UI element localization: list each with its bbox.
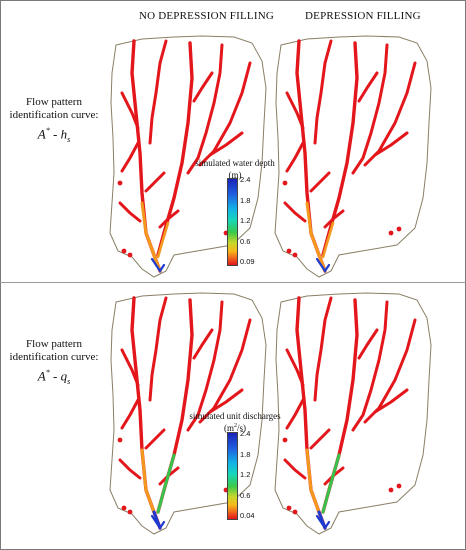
legend2-title: simulated unit discharges (m2/s) <box>180 411 290 433</box>
tributary-channel <box>118 201 142 223</box>
tributary-channel <box>192 71 214 103</box>
lower-reach-mid <box>140 448 156 514</box>
map-bottom-left <box>109 292 267 535</box>
ponding-cell <box>117 437 123 443</box>
row-divider <box>0 282 466 283</box>
legend1-unit: (m) <box>228 170 242 180</box>
tributary-channel <box>357 71 379 103</box>
legend1-tick-5: 0.09 <box>240 257 255 266</box>
tributary-channel <box>309 428 331 450</box>
lower-reach-mid <box>140 201 162 273</box>
legend1-tick-1: 2.4 <box>240 175 251 184</box>
row1-label-line2: identification curve: <box>9 109 99 121</box>
catchment-outline <box>274 35 432 278</box>
ponding-cell <box>282 437 288 443</box>
tributary-channel <box>148 39 168 145</box>
row1-label-line1: Flow pattern <box>26 96 82 108</box>
tributary-channel <box>351 43 389 175</box>
tributary-channel <box>148 296 168 402</box>
tributary-channel <box>144 171 166 193</box>
row1-formula: A* - hs <box>37 126 71 144</box>
tributary-channel <box>351 300 389 432</box>
tributary-channel <box>313 39 333 145</box>
map-top-right <box>274 35 432 278</box>
legend2-title-text: simulated unit discharges <box>189 411 281 421</box>
outlet-channel <box>315 257 331 273</box>
lower-reach-high <box>321 453 341 514</box>
ponding-cell <box>388 487 394 493</box>
ponding-cell <box>388 230 394 236</box>
outlet-channel <box>150 514 166 530</box>
lower-reach-mid <box>156 221 170 259</box>
row2-label-line2: identification curve: <box>9 351 99 363</box>
tributary-channel <box>192 328 214 360</box>
outlet-channel <box>150 257 166 273</box>
legend2-tick-3: 1.2 <box>240 470 251 479</box>
ponding-cell <box>127 252 133 258</box>
catchment-outline <box>109 35 267 278</box>
row1-label: Flow pattern identification curve: A* - … <box>6 96 102 146</box>
tributary-channel <box>373 388 409 414</box>
tributary-channel <box>144 428 166 450</box>
legend1-tick-2: 1.8 <box>240 196 251 205</box>
outlet-channel <box>315 514 331 530</box>
legend2-colorbar <box>227 432 238 520</box>
header-no-depression: NO DEPRESSION FILLING <box>139 10 274 22</box>
legend2-unit: (m2/s) <box>224 423 246 433</box>
catchment-outline <box>109 292 267 535</box>
tributary-channel <box>208 388 244 414</box>
lower-reach-mid <box>305 201 327 273</box>
ponding-cell <box>121 248 127 254</box>
lower-reach-mid <box>305 448 321 514</box>
tributary-channel <box>186 300 224 432</box>
legend2-tick-1: 2.4 <box>240 429 251 438</box>
ponding-cell <box>396 226 402 232</box>
tributary-channel <box>118 458 142 480</box>
row2-formula: A* - qs <box>37 368 71 386</box>
ponding-cell <box>286 505 292 511</box>
legend1-title: simulated water depth (m) <box>185 158 285 180</box>
legend1-tick-3: 1.2 <box>240 216 251 225</box>
legend2-tick-2: 1.8 <box>240 450 251 459</box>
ponding-cell <box>286 248 292 254</box>
ponding-cell <box>396 483 402 489</box>
ponding-cell <box>292 509 298 515</box>
tributary-channel <box>313 296 333 402</box>
tributary-channel <box>283 458 307 480</box>
ponding-cell <box>121 505 127 511</box>
legend1-tick-4: 0.6 <box>240 237 251 246</box>
map-bottom-right <box>274 292 432 535</box>
catchment-outline <box>274 292 432 535</box>
tributary-channel <box>120 141 140 173</box>
header-depression: DEPRESSION FILLING <box>305 10 421 22</box>
ponding-cell <box>117 180 123 186</box>
legend1-colorbar <box>227 178 238 266</box>
tributary-channel <box>309 171 331 193</box>
ponding-cell <box>282 180 288 186</box>
lower-reach-high <box>156 453 176 514</box>
tributary-channel <box>186 43 224 175</box>
legend2-tick-5: 0.04 <box>240 511 255 520</box>
tributary-channel <box>283 201 307 223</box>
tributary-channel <box>285 141 305 173</box>
row2-label: Flow pattern identification curve: A* - … <box>6 338 102 388</box>
ponding-cell <box>127 509 133 515</box>
ponding-cell <box>292 252 298 258</box>
lower-reach-mid <box>321 221 335 259</box>
legend2-tick-4: 0.6 <box>240 491 251 500</box>
tributary-channel <box>208 131 244 157</box>
legend1-title-text: simulated water depth <box>195 158 275 168</box>
tributary-channel <box>373 131 409 157</box>
row2-label-line1: Flow pattern <box>26 338 82 350</box>
tributary-channel <box>285 398 305 430</box>
tributary-channel <box>120 398 140 430</box>
tributary-channel <box>357 328 379 360</box>
